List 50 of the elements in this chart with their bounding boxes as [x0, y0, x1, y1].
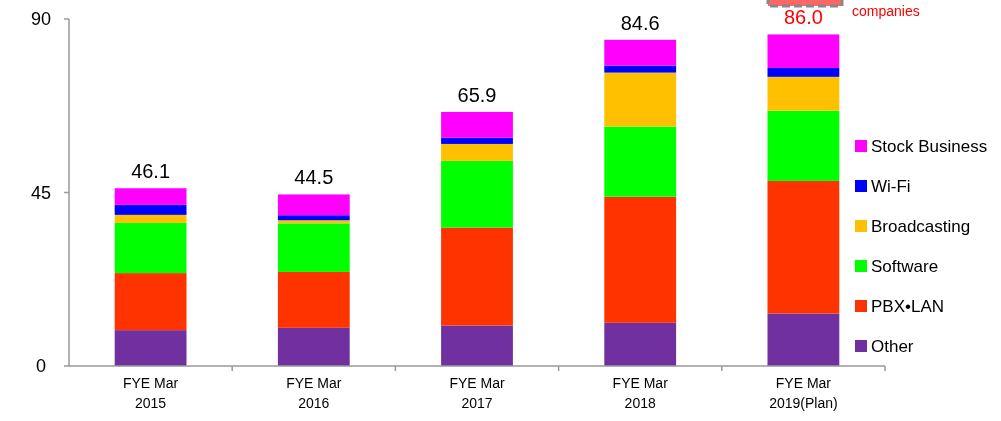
legend-label: Wi-Fi	[871, 176, 911, 196]
bar	[767, 67, 840, 77]
total-label: 44.5	[294, 166, 334, 189]
total-label: 84.6	[620, 11, 660, 34]
bar	[277, 220, 350, 224]
x-tick-label: FYE Mar 2019(Plan)	[769, 375, 838, 411]
bar	[767, 313, 840, 366]
bar	[441, 227, 513, 326]
total-label: 46.1	[131, 160, 171, 183]
annotation: companies	[852, 3, 920, 19]
legend-label: Software	[871, 256, 939, 276]
total-label: 86.0	[783, 6, 823, 29]
bar	[441, 137, 513, 144]
bar	[441, 143, 513, 161]
bar	[767, 34, 840, 68]
bar	[277, 223, 350, 272]
bar	[114, 273, 187, 331]
legend-label: PBX•LAN	[871, 296, 945, 316]
bar	[604, 39, 677, 66]
bar	[114, 330, 187, 366]
legend-label: Broadcasting	[871, 216, 971, 236]
x-tick-label: FYE Mar 2018	[612, 375, 669, 411]
bar	[604, 322, 677, 366]
bar	[114, 222, 187, 274]
bar	[277, 327, 350, 366]
y-tick-label: 45	[30, 182, 52, 203]
bar	[767, 110, 840, 181]
bar	[441, 325, 513, 366]
bar	[604, 72, 677, 127]
legend-label: Other	[871, 336, 914, 356]
bar	[114, 214, 187, 223]
bar	[767, 76, 840, 111]
bar	[277, 215, 350, 221]
bar	[114, 204, 187, 215]
x-tick-label: FYE Mar 2015	[122, 375, 179, 411]
x-tick-label: FYE Mar 2016	[286, 375, 342, 411]
bar	[277, 271, 350, 328]
legend-label: Stock Business	[871, 136, 988, 156]
y-tick-label: 90	[30, 9, 52, 30]
bar	[767, 180, 840, 314]
bar	[441, 160, 513, 228]
bar	[604, 126, 677, 197]
bar	[604, 196, 677, 323]
bar	[441, 111, 513, 138]
bar	[114, 188, 187, 205]
total-label: 65.9	[457, 83, 497, 106]
y-tick-label: 0	[35, 356, 47, 377]
bar	[604, 65, 677, 73]
bar	[277, 194, 350, 216]
x-tick-label: FYE Mar 2017	[449, 375, 505, 411]
